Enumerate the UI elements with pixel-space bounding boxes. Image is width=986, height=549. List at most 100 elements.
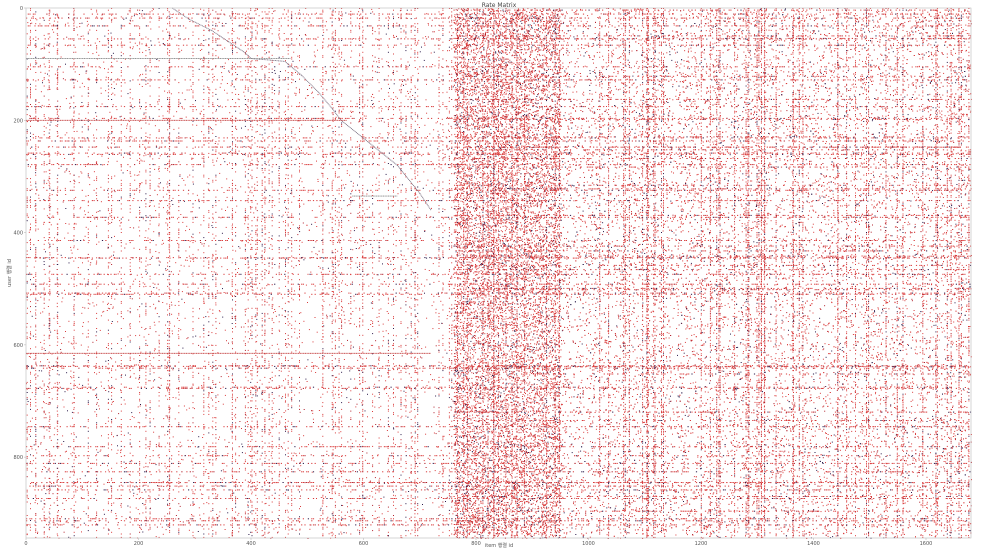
rating-cell <box>383 331 384 332</box>
rating-cell <box>862 413 863 414</box>
rating-cell <box>641 115 642 116</box>
rating-cell <box>424 125 425 126</box>
rating-cell <box>692 128 693 129</box>
rating-cell <box>297 68 298 69</box>
rating-cell <box>99 372 100 373</box>
rating-cell <box>630 470 631 471</box>
rating-cell <box>882 183 883 184</box>
rating-cell <box>268 162 269 163</box>
rating-cell <box>278 448 279 449</box>
rating-cell <box>712 44 713 45</box>
rating-cell <box>58 168 59 169</box>
rating-cell <box>221 470 222 471</box>
rating-cell <box>370 13 371 14</box>
rating-cell <box>906 174 907 175</box>
rating-cell <box>530 78 531 79</box>
rating-cell <box>640 159 641 160</box>
rating-cell <box>876 385 877 386</box>
rating-cell <box>287 318 288 319</box>
rating-cell <box>200 336 201 337</box>
rating-cell <box>208 189 209 190</box>
rating-cell <box>562 293 563 294</box>
rating-cell <box>268 241 269 242</box>
rating-cell <box>32 316 33 317</box>
rating-cell <box>635 426 636 427</box>
rating-cell <box>208 364 209 365</box>
rating-cell <box>401 89 402 90</box>
rating-cell <box>381 88 382 89</box>
rating-cell <box>434 168 435 169</box>
rating-cell <box>805 479 806 480</box>
rating-cell <box>199 515 200 516</box>
rating-cell <box>517 278 518 279</box>
rating-cell <box>767 111 768 112</box>
rating-cell <box>71 433 72 434</box>
rating-cell <box>561 204 562 205</box>
rating-cell <box>397 369 398 370</box>
rating-cell <box>184 266 185 267</box>
rating-cell <box>779 403 780 404</box>
rating-cell <box>300 178 301 179</box>
rating-cell <box>253 195 254 196</box>
rating-cell <box>928 174 929 175</box>
rating-cell <box>349 323 350 324</box>
rating-cell <box>682 256 683 257</box>
rating-cell <box>394 465 395 466</box>
rating-cell <box>583 24 584 25</box>
rating-cell <box>620 62 621 63</box>
rating-cell <box>688 468 689 469</box>
rating-cell <box>32 463 33 464</box>
rating-cell <box>427 136 428 137</box>
rating-cell <box>408 99 409 100</box>
rating-cell <box>586 132 587 133</box>
rating-cell <box>382 263 383 264</box>
rating-cell <box>961 25 962 26</box>
rating-cell <box>179 176 180 177</box>
rating-cell <box>224 66 225 67</box>
rating-cell <box>643 116 644 117</box>
rating-cell <box>524 395 525 396</box>
rating-cell <box>205 316 206 317</box>
rating-cell <box>47 123 48 124</box>
rating-cell <box>580 326 581 327</box>
rating-cell <box>300 496 301 497</box>
rating-cell <box>644 41 645 42</box>
rating-cell <box>753 266 754 267</box>
rating-cell <box>842 10 843 11</box>
rating-cell <box>275 493 276 494</box>
rating-cell <box>105 361 106 362</box>
rating-cell <box>651 251 652 252</box>
rating-cell <box>369 207 370 208</box>
rating-cell <box>856 87 857 88</box>
rating-cell <box>163 43 164 44</box>
rating-cell <box>878 497 879 498</box>
rating-cell <box>350 11 351 12</box>
rating-cell <box>355 441 356 442</box>
rating-cell <box>494 370 495 371</box>
rating-cell <box>443 132 444 133</box>
rating-cell <box>512 478 513 479</box>
rating-cell <box>113 401 114 402</box>
rating-cell <box>674 49 675 50</box>
rating-cell <box>886 381 887 382</box>
rating-cell <box>207 473 208 474</box>
rating-cell <box>112 191 113 192</box>
rating-cell <box>46 171 47 172</box>
rating-cell <box>34 267 35 268</box>
rating-cell <box>101 19 102 20</box>
rating-cell <box>242 141 243 142</box>
rating-cell <box>156 288 157 289</box>
rating-cell <box>391 217 392 218</box>
rating-cell <box>772 264 773 265</box>
rating-cell <box>117 435 118 436</box>
rating-cell <box>963 115 964 116</box>
rating-cell <box>407 18 408 19</box>
rating-cell <box>754 21 755 22</box>
rating-cell <box>365 381 366 382</box>
rating-cell <box>514 303 515 304</box>
rating-cell <box>393 107 394 108</box>
rating-cell <box>149 47 150 48</box>
rating-cell <box>813 402 814 403</box>
rating-cell <box>217 18 218 19</box>
rating-cell <box>591 136 592 137</box>
